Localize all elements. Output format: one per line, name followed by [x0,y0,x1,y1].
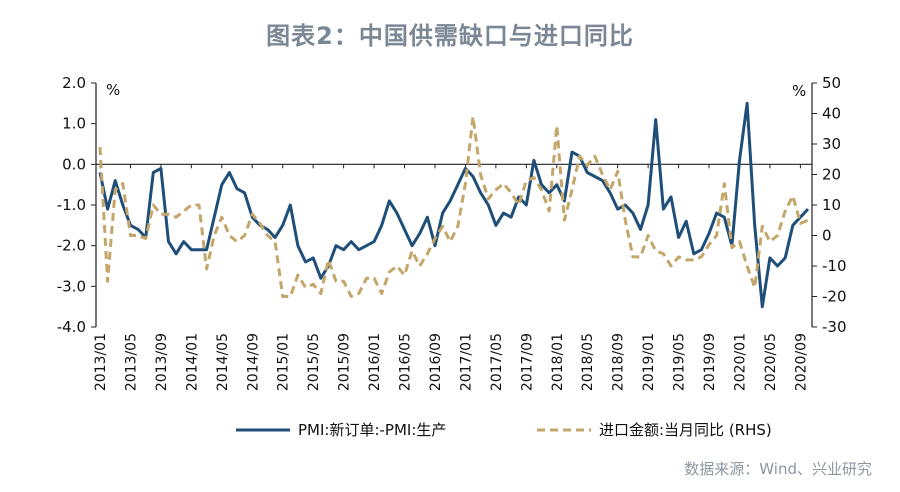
x-tick-label: 2016/01 [367,333,383,391]
data-source-note: 数据来源：Wind、兴业研究 [684,460,872,478]
y-left-tick-label: -3.0 [57,277,86,295]
x-tick-label: 2015/01 [276,333,292,391]
x-tick-label: 2013/01 [93,333,109,391]
x-tick-label: 2018/05 [580,333,596,391]
legend-label-2: 进口金额:当月同比 (RHS) [599,421,772,439]
y-right-tick-label: -10 [822,257,847,275]
x-tick-label: 2019/09 [702,333,718,391]
x-tick-label: 2016/09 [428,333,444,391]
x-tick-label: 2018/01 [550,333,566,391]
y-left-tick-label: 0.0 [62,155,86,173]
chart-axes: 2.0 1.0 0.0 -1.0 -2.0 -3.0 -4.0 50 40 30 20 10 0 -10 -… [57,74,847,391]
y-left-tick-label: 2.0 [62,74,86,92]
chart-series [98,101,810,309]
chart-title: 图表2：中国供需缺口与进口同比 [266,22,634,50]
y-left-tick-label: 1.0 [62,115,86,133]
series-line-1 [98,101,810,309]
y-left-tick-label: -1.0 [57,196,86,214]
y-right-tick-label: 50 [822,74,841,92]
x-tick-label: 2019/01 [641,333,657,391]
y-right-tick-label: 0 [822,227,832,245]
x-tick-label: 2017/01 [458,333,474,391]
x-tick-label: 2018/09 [611,333,627,391]
x-tick-label: 2014/01 [184,333,200,391]
x-tick-label: 2016/05 [398,333,414,391]
y-right-tick-label: 20 [822,166,841,184]
x-tick-label: 2020/09 [793,333,809,391]
y-right-tick-label: 40 [822,105,841,123]
x-tick-label: 2020/05 [763,333,779,391]
x-tick-label: 2013/05 [123,333,139,391]
chart-legend: PMI:新订单:-PMI:生产 进口金额:当月同比 (RHS) [236,421,772,439]
x-tick-label: 2017/05 [489,333,505,391]
x-tick-label: 2014/05 [215,333,231,391]
x-tick-label: 2019/05 [672,333,688,391]
x-tick-label: 2015/05 [306,333,322,391]
y-right-unit: % [792,82,806,100]
y-left-tick-label: -4.0 [57,318,86,336]
series-line-2 [98,115,809,298]
x-tick-label: 2017/09 [519,333,535,391]
x-tick-label: 2013/09 [154,333,170,391]
y-right-tick-label: 30 [822,135,841,153]
x-tick-label: 2014/09 [245,333,261,391]
legend-label-1: PMI:新订单:-PMI:生产 [298,421,446,439]
y-right-tick-label: -20 [822,288,847,306]
y-right-tick-label: 10 [822,196,841,214]
x-tick-label: 2015/09 [337,333,353,391]
x-tick-label: 2020/01 [732,333,748,391]
y-right-tick-label: -30 [822,318,847,336]
y-left-tick-label: -2.0 [57,237,86,255]
y-left-unit: % [106,81,120,99]
